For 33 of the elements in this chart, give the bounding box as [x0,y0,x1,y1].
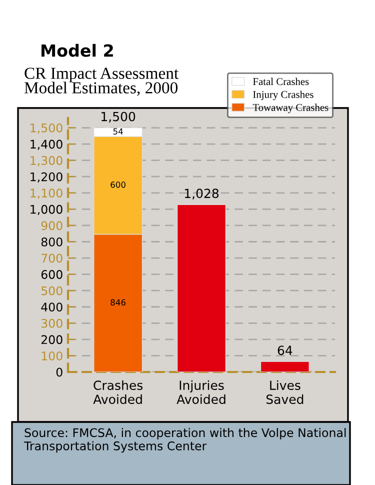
y-tick-label: 1,000 [30,204,62,216]
y-tick-label: 1,400 [30,140,62,150]
y-tick-label: 1,100 [30,188,62,199]
source-note: Source: FMCSA, in cooperation with the Volpe National Transportation Systems Center [24,428,346,453]
chart-subtitle: CR Impact Assessment Model Estimates, 2000 [24,68,179,96]
data-label: 600 [110,182,126,188]
y-tick-label: 200 [41,335,62,344]
y-tick-label: 900 [41,221,62,230]
chart-title: Model 2 [42,44,113,57]
legend-label: Fatal Crashes [252,78,309,86]
y-tick-label: 400 [41,302,62,312]
total-label: 1,028 [184,188,219,200]
y-tick-label: 1,300 [30,156,62,166]
data-label: 846 [110,299,126,306]
y-tick-label: 800 [41,237,62,246]
bar [260,361,310,372]
total-label: 64 [278,346,292,356]
total-label: 1,500 [102,112,136,123]
legend-label: Injury Crashes [253,90,314,100]
data-label: 54 [113,128,123,135]
y-tick-label: 1,200 [30,172,62,182]
x-tick-label: Lives Saved [266,380,304,404]
y-tick-label: 300 [42,318,62,328]
y-tick-label: 700 [42,254,62,263]
x-tick-label: Injuries Avoided [176,380,226,404]
y-tick-label: 1,500 [30,123,62,134]
bar [176,204,226,372]
y-tick-label: 600 [41,270,62,279]
y-tick-label: 500 [42,286,62,296]
y-tick-label: 0 [56,368,62,377]
x-tick-label: Crashes Avoided [93,380,143,404]
y-tick-label: 100 [42,351,62,360]
legend-label: Towaway Crashes [252,104,328,114]
